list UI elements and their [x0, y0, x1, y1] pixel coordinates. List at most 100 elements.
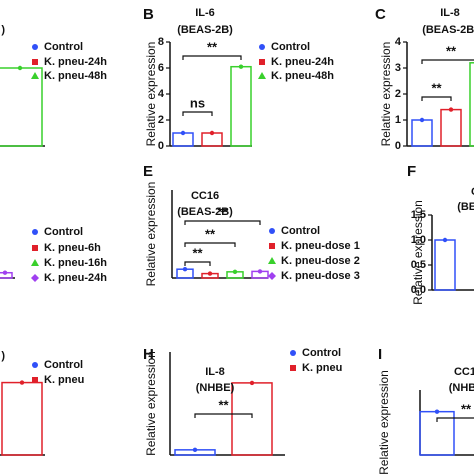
legend-marker	[32, 59, 38, 65]
legend-label: Control	[302, 347, 341, 359]
legend-marker	[31, 72, 39, 79]
panel-subtitle: (BEAS-2B)	[422, 24, 474, 36]
y-tick-label: 3	[395, 62, 401, 74]
bar	[0, 67, 43, 147]
y-tick-label: 0.0	[411, 284, 426, 296]
y-tick-label: 0	[395, 140, 401, 152]
significance-bracket	[421, 96, 452, 101]
y-tick-label: 4	[395, 36, 402, 48]
legend-label: K. pneu-6h	[44, 242, 101, 254]
data-dot	[2, 270, 8, 275]
panel-subtitle: (BEAS-2B)	[457, 201, 474, 213]
bar	[411, 119, 433, 147]
legend-marker	[268, 257, 276, 264]
y-tick-label: 8	[158, 36, 164, 48]
data-dot	[207, 271, 213, 276]
significance-label: **	[431, 80, 442, 95]
y-tick-label: 4	[158, 88, 165, 100]
legend-marker	[259, 59, 265, 65]
legend-marker	[268, 272, 276, 280]
significance-bracket	[184, 220, 261, 225]
legend-marker	[259, 44, 265, 50]
y-tick-label: 0	[158, 140, 164, 152]
data-dot	[182, 267, 188, 272]
y-tick-label: 1.0	[411, 234, 426, 246]
panel-title: CC16	[191, 190, 219, 202]
panel-label: F	[407, 163, 416, 180]
legend-label: K. pneu-dose 1	[281, 240, 360, 252]
panel-label: E	[143, 163, 153, 180]
panel-label: C	[375, 6, 386, 23]
panel-subtitle: (BEAS-2B)	[177, 206, 233, 218]
legend-marker	[290, 350, 296, 356]
legend-marker	[32, 245, 38, 251]
legend-marker	[258, 72, 266, 79]
legend-marker	[32, 44, 38, 50]
data-dot	[192, 447, 198, 453]
y-axis-label: Relative expression	[377, 370, 391, 474]
significance-bracket	[421, 59, 474, 64]
bar	[230, 65, 252, 147]
legend-marker	[31, 259, 39, 266]
panel-title: CC16	[454, 366, 474, 378]
legend-label: K. pneu-48h	[44, 70, 107, 82]
panel-subtitle: (BEAS-2B)	[177, 24, 233, 36]
data-dot	[419, 117, 425, 123]
data-dot	[249, 380, 255, 386]
y-tick-label: 0.5	[411, 259, 426, 271]
legend-label: K. pneu-dose 2	[281, 255, 360, 267]
legend-label: K. pneu-24h	[44, 56, 107, 68]
legend-label: Control	[271, 41, 310, 53]
significance-label: **	[446, 43, 457, 58]
y-axis-label: Relative expression	[411, 200, 425, 305]
legend-label: K. pneu	[44, 374, 84, 386]
legend-label: K. pneu-dose 3	[281, 270, 360, 282]
bar	[440, 108, 462, 147]
panel-subtitle: (NHBE)	[449, 382, 474, 394]
significance-bracket	[184, 261, 211, 266]
legend-marker	[32, 362, 38, 368]
legend-marker	[269, 228, 275, 234]
significance-label: **	[192, 245, 203, 260]
legend-label: Control	[44, 41, 83, 53]
y-tick-label: 1	[395, 114, 401, 126]
significance-label: **	[205, 226, 216, 241]
significance-label: **	[461, 401, 472, 416]
significance-label: ns	[190, 95, 205, 110]
y-tick-label: 2	[158, 114, 164, 126]
panel-label: B	[143, 6, 154, 23]
significance-bracket	[194, 413, 253, 418]
panel-title: CC16	[471, 186, 474, 198]
legend-label: K. pneu-48h	[271, 70, 334, 82]
legend-marker	[32, 377, 38, 383]
y-axis-label: Relative expression	[144, 42, 158, 147]
panel-title: IL-8	[205, 366, 225, 378]
data-dot	[238, 64, 244, 69]
data-dot	[19, 380, 25, 385]
panel-label: I	[378, 346, 382, 363]
significance-bracket	[182, 111, 213, 116]
significance-label: **	[207, 39, 218, 54]
legend-marker	[32, 229, 38, 235]
bar	[469, 62, 474, 147]
legend-label: K. pneu-24h	[271, 56, 334, 68]
panel-subtitle: )	[1, 24, 5, 36]
significance-label: **	[218, 397, 229, 412]
y-axis-label: Relative expression	[144, 182, 158, 287]
data-dot	[257, 269, 263, 274]
legend-marker	[269, 243, 275, 249]
data-dot	[17, 65, 23, 71]
y-tick-label: 1.5	[411, 209, 426, 221]
significance-bracket	[184, 242, 236, 247]
significance-bracket	[182, 55, 242, 60]
data-dot	[448, 107, 454, 112]
panel-subtitle: )	[1, 350, 5, 362]
legend-label: K. pneu	[302, 362, 342, 374]
panel-title: IL-8	[440, 7, 460, 19]
y-axis-label: Relative expression	[379, 42, 393, 147]
legend-marker	[31, 274, 39, 282]
legend-label: Control	[44, 226, 83, 238]
legend-marker	[290, 365, 296, 371]
y-tick-label: 6	[158, 62, 164, 74]
bar	[434, 239, 456, 291]
